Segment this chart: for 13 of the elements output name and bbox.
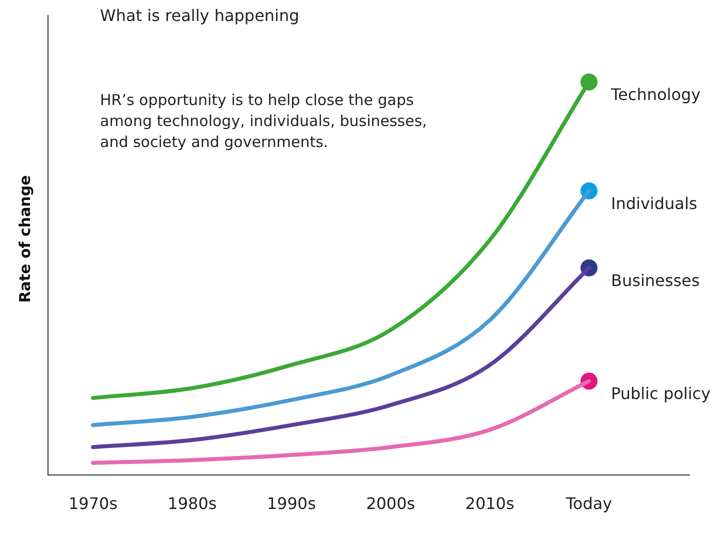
x-tick-label: 1990s	[266, 494, 316, 513]
x-tick-label: Today	[564, 494, 612, 513]
series-label: Businesses	[611, 271, 700, 290]
annotation: HR’s opportunity is to help close the gaps among technology, individuals, businesses, and society and governments.	[100, 90, 428, 153]
x-tick-label: 1980s	[168, 494, 217, 513]
x-tick-label: 1970s	[68, 494, 118, 513]
series-label: Technology	[610, 85, 701, 104]
chart-title: What is really happening	[100, 6, 300, 25]
x-tick-label: 2000s	[366, 494, 416, 513]
y-axis-title: Rate of change	[16, 174, 34, 305]
series-label: Individuals	[611, 194, 698, 214]
series-label: Public policy	[611, 384, 711, 404]
x-tick-label: 2010s	[465, 494, 514, 513]
